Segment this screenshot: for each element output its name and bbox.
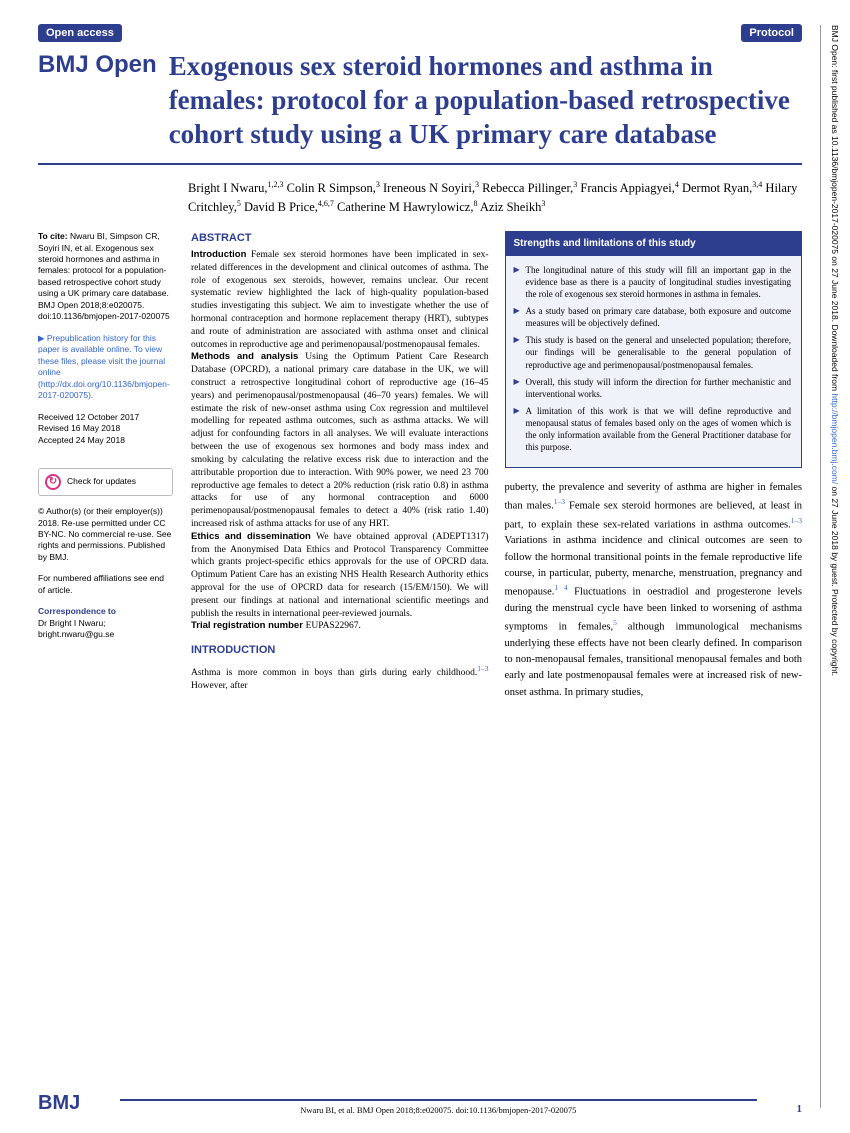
journal-logo: BMJ Open	[38, 50, 157, 151]
box-item: This study is based on the general and u…	[514, 334, 792, 370]
page-footer: BMJ Nwaru BI, et al. BMJ Open 2018;8:e02…	[38, 1092, 802, 1115]
vertical-citation: BMJ Open: first published as 10.1136/bmj…	[820, 25, 840, 1108]
open-access-badge: Open access	[38, 24, 122, 42]
body-column: Strengths and limitations of this study …	[505, 231, 803, 701]
abstract-column: ABSTRACT Introduction Female sex steroid…	[191, 231, 489, 701]
author-list: Bright I Nwaru,1,2,3 Colin R Simpson,3 I…	[38, 179, 802, 217]
box-item: The longitudinal nature of this study wi…	[514, 264, 792, 300]
box-item: A limitation of this work is that we wil…	[514, 405, 792, 454]
box-item: As a study based on primary care databas…	[514, 305, 792, 329]
check-updates-button[interactable]: ↻ Check for updates	[38, 468, 173, 496]
box-item: Overall, this study will inform the dire…	[514, 376, 792, 400]
sidebar-metadata: To cite: Nwaru BI, Simpson CR, Soyiri IN…	[38, 231, 173, 701]
updates-icon: ↻	[45, 474, 61, 490]
article-title: Exogenous sex steroid hormones and asthm…	[169, 50, 802, 151]
strengths-limitations-box: Strengths and limitations of this study …	[505, 231, 803, 467]
protocol-badge: Protocol	[741, 24, 802, 42]
